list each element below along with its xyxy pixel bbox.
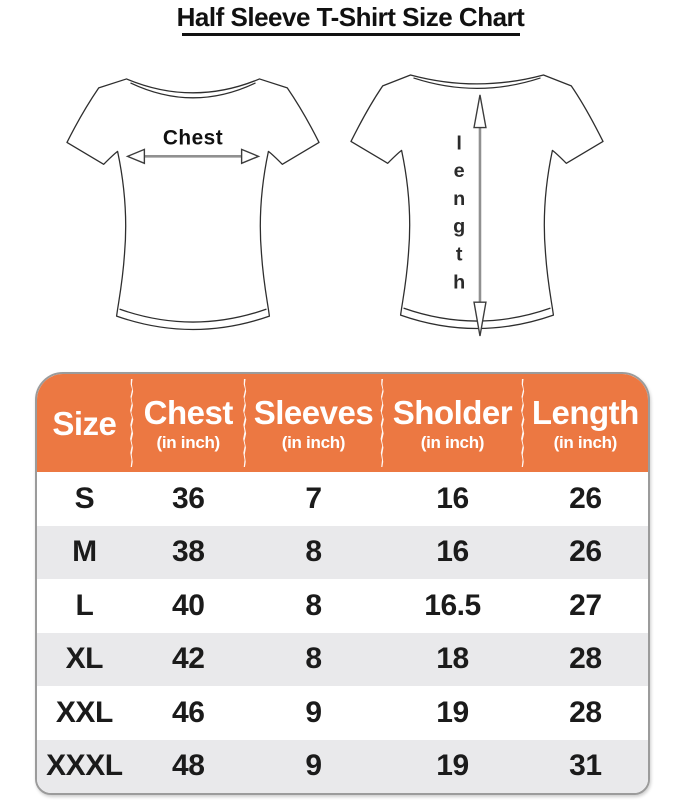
cell-size: L xyxy=(75,588,94,622)
tshirt-back-illustration: l e n g t h xyxy=(348,54,606,346)
header-cell-size: Size xyxy=(37,374,132,472)
cell-sleeves: 8 xyxy=(305,588,322,622)
cell-length: 26 xyxy=(569,481,602,515)
cell-size: XL xyxy=(65,642,104,676)
table-row-m: M 38 8 16 26 xyxy=(37,525,648,579)
cell-length: 27 xyxy=(569,588,602,622)
cell-chest: 42 xyxy=(172,642,205,676)
title-underline xyxy=(181,32,520,36)
header-label: Sleeves xyxy=(253,393,374,431)
size-chart-table: Size Chest (in inch) Sleeves (in inch) S… xyxy=(35,372,650,795)
header-label: Chest xyxy=(143,393,234,431)
cell-chest: 38 xyxy=(172,535,205,569)
svg-text:l: l xyxy=(456,132,462,154)
page-title: Half Sleeve T-Shirt Size Chart xyxy=(176,2,525,32)
cell-size: M xyxy=(72,535,97,569)
tshirt-front-drawing: Chest xyxy=(66,78,320,331)
tshirt-front-collar-line xyxy=(130,82,256,99)
tshirt-back-drawing: l e n g t h xyxy=(350,74,604,337)
cell-sleeves: 8 xyxy=(305,642,322,676)
table-row-s: S 36 7 16 26 xyxy=(37,472,648,526)
cell-sholder: 19 xyxy=(436,695,469,729)
svg-text:t: t xyxy=(456,244,463,266)
length-measure-label: l e n g t h xyxy=(453,132,465,293)
cell-size: XXL xyxy=(55,695,113,729)
svg-text:e: e xyxy=(454,160,465,182)
header-label: Size xyxy=(52,404,117,442)
table-row-xl: XL 42 8 18 28 xyxy=(37,632,648,686)
column-divider xyxy=(521,379,525,467)
cell-chest: 36 xyxy=(172,481,205,515)
chest-arrow-icon xyxy=(125,148,261,165)
cell-length: 28 xyxy=(569,642,602,676)
column-divider xyxy=(243,379,247,467)
header-unit: (in inch) xyxy=(420,432,485,452)
tshirt-front-outline xyxy=(66,78,320,331)
page-header: Half Sleeve T-Shirt Size Chart xyxy=(9,3,683,36)
table-row-xxl: XXL 46 9 19 28 xyxy=(37,686,648,740)
cell-sholder: 16 xyxy=(436,535,469,569)
cell-sholder: 16 xyxy=(436,481,469,515)
header-label: Sholder xyxy=(392,393,513,431)
table-header-row: Size Chest (in inch) Sleeves (in inch) S… xyxy=(37,374,648,472)
tshirt-back-collar-line xyxy=(413,77,541,90)
cell-sholder: 19 xyxy=(436,749,469,783)
cell-chest: 40 xyxy=(172,588,205,622)
header-cell-sleeves: Sleeves (in inch) xyxy=(245,374,382,472)
cell-sleeves: 8 xyxy=(305,535,322,569)
tshirt-front-illustration: Chest xyxy=(64,54,322,346)
cell-sholder: 18 xyxy=(436,642,469,676)
tshirt-front-hem-line xyxy=(119,308,267,323)
header-cell-sholder: Sholder (in inch) xyxy=(382,374,523,472)
cell-length: 28 xyxy=(569,695,602,729)
cell-sleeves: 7 xyxy=(305,481,322,515)
svg-text:n: n xyxy=(453,188,465,210)
table-row-xxxl: XXXL 48 9 19 31 xyxy=(37,739,648,793)
header-unit: (in inch) xyxy=(281,432,346,452)
cell-sleeves: 9 xyxy=(305,749,322,783)
column-divider xyxy=(380,379,384,467)
header-unit: (in inch) xyxy=(156,432,221,452)
header-cell-chest: Chest (in inch) xyxy=(132,374,245,472)
cell-size: S xyxy=(74,481,95,515)
svg-text:h: h xyxy=(453,271,465,293)
chest-measure-label: Chest xyxy=(163,126,223,149)
cell-chest: 48 xyxy=(172,749,205,783)
cell-size: XXXL xyxy=(46,749,123,783)
cell-length: 26 xyxy=(569,535,602,569)
cell-sleeves: 9 xyxy=(305,695,322,729)
column-divider xyxy=(130,379,134,467)
table-row-l: L 40 8 16.5 27 xyxy=(37,579,648,633)
svg-text:g: g xyxy=(453,216,465,238)
cell-chest: 46 xyxy=(172,695,205,729)
length-arrow-icon xyxy=(473,94,487,337)
header-unit: (in inch) xyxy=(553,432,618,452)
table-body: S 36 7 16 26 M 38 8 16 26 L 40 8 16.5 27… xyxy=(37,472,648,793)
header-label: Length xyxy=(531,393,639,431)
tshirt-back-outline xyxy=(350,74,604,330)
header-cell-length: Length (in inch) xyxy=(523,374,648,472)
cell-sholder: 16.5 xyxy=(424,588,481,622)
cell-length: 31 xyxy=(569,749,602,783)
